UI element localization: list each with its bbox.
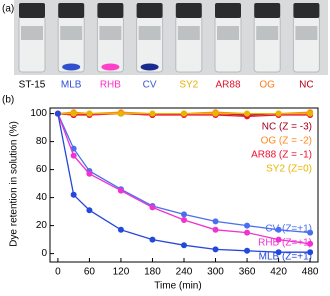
x-tick-label: 300 [207,267,224,278]
vial-body [175,15,203,73]
series-line [57,113,311,253]
x-tick-label: 480 [302,267,319,278]
data-point [70,191,77,198]
data-point [212,218,219,225]
data-point [117,226,124,233]
vial-cap [254,3,281,18]
data-point [307,229,314,236]
vial-label [99,26,122,40]
vial-body [18,15,46,73]
data-point [54,110,61,117]
vial-name: SY2 [179,80,198,91]
vial-name: CV [143,80,157,91]
legend-entry: RHB (Z=+1) [258,238,312,249]
legend-entry: SY2 (Z=0) [266,164,312,175]
data-point [275,236,282,243]
vial-body [214,15,242,73]
vial-name: MLB [61,80,82,91]
vial-cap [215,3,241,18]
vial-sediment [62,63,81,71]
series-line [57,112,311,116]
data-point [117,110,124,117]
vial-body [253,15,281,73]
data-point [275,110,282,117]
vial-label [295,26,318,40]
data-point [244,110,251,117]
data-point [86,207,93,214]
data-point [275,226,282,233]
legend-entry: NC (Z = -3) [262,122,312,133]
vial-cap [293,3,320,18]
x-tick-label: 240 [176,267,193,278]
vial-name: OG [259,80,275,91]
vial-cap [136,3,163,18]
data-point [244,222,251,229]
vial-sediment [101,63,120,71]
legend-entry: CV (Z=+1) [265,224,312,235]
x-tick-label: 120 [113,267,130,278]
data-point [149,236,156,243]
x-tick-label: 420 [270,267,287,278]
data-point [70,152,77,159]
panel-label: (b) [2,95,14,106]
y-tick-label: 40 [36,192,48,203]
y-tick-label: 20 [36,220,48,231]
data-point [181,110,187,117]
data-point [181,242,187,249]
y-tick-label: 60 [36,164,48,175]
y-tick-label: 80 [36,136,48,147]
data-point [181,211,187,218]
x-axis-label: Time (min) [154,281,201,292]
data-point [244,229,251,236]
data-point [86,170,93,177]
data-point [212,110,219,117]
data-point [212,246,219,253]
vial-name: RHB [100,80,121,91]
data-point [307,110,314,117]
vial-label [21,26,43,40]
data-point [149,204,156,211]
y-tick-label: 0 [41,248,47,259]
series-line [57,113,311,234]
legend-entry: OG (Z = -2) [261,136,312,147]
data-point [212,226,219,233]
vial-sediment [140,63,159,71]
vial-label [177,26,200,40]
x-tick-label: 360 [239,267,256,278]
vial-cap [58,3,85,18]
data-point [275,249,282,256]
series-line [57,113,311,245]
vial-name: AR88 [215,80,240,91]
y-axis-label: Dye retention in solution (%) [9,121,20,247]
data-point [181,217,187,223]
series-line [57,112,311,118]
vial-body [292,15,320,73]
vial-label [217,26,239,40]
vial-cap [175,3,202,18]
data-point [149,110,156,117]
x-tick-label: 60 [84,267,96,278]
x-tick-label: 0 [55,267,61,278]
panel-label: (a) [2,4,14,15]
vial-label [60,26,83,40]
data-point [307,240,314,247]
y-tick-label: 100 [30,108,47,119]
data-point [117,187,124,194]
vial-label [138,26,161,40]
data-point [70,110,77,117]
vial-label [256,26,279,40]
vial-name: NC [299,80,313,91]
data-point [86,110,93,117]
x-tick-label: 180 [144,267,161,278]
vial-cap [97,3,124,18]
legend-entry: AR88 (Z = -1) [251,150,312,161]
vial-name: ST-15 [19,80,46,91]
data-point [307,249,314,256]
legend-entry: MLB (Z=+1) [259,252,312,263]
vial-cap [19,3,45,18]
data-point [244,247,251,254]
